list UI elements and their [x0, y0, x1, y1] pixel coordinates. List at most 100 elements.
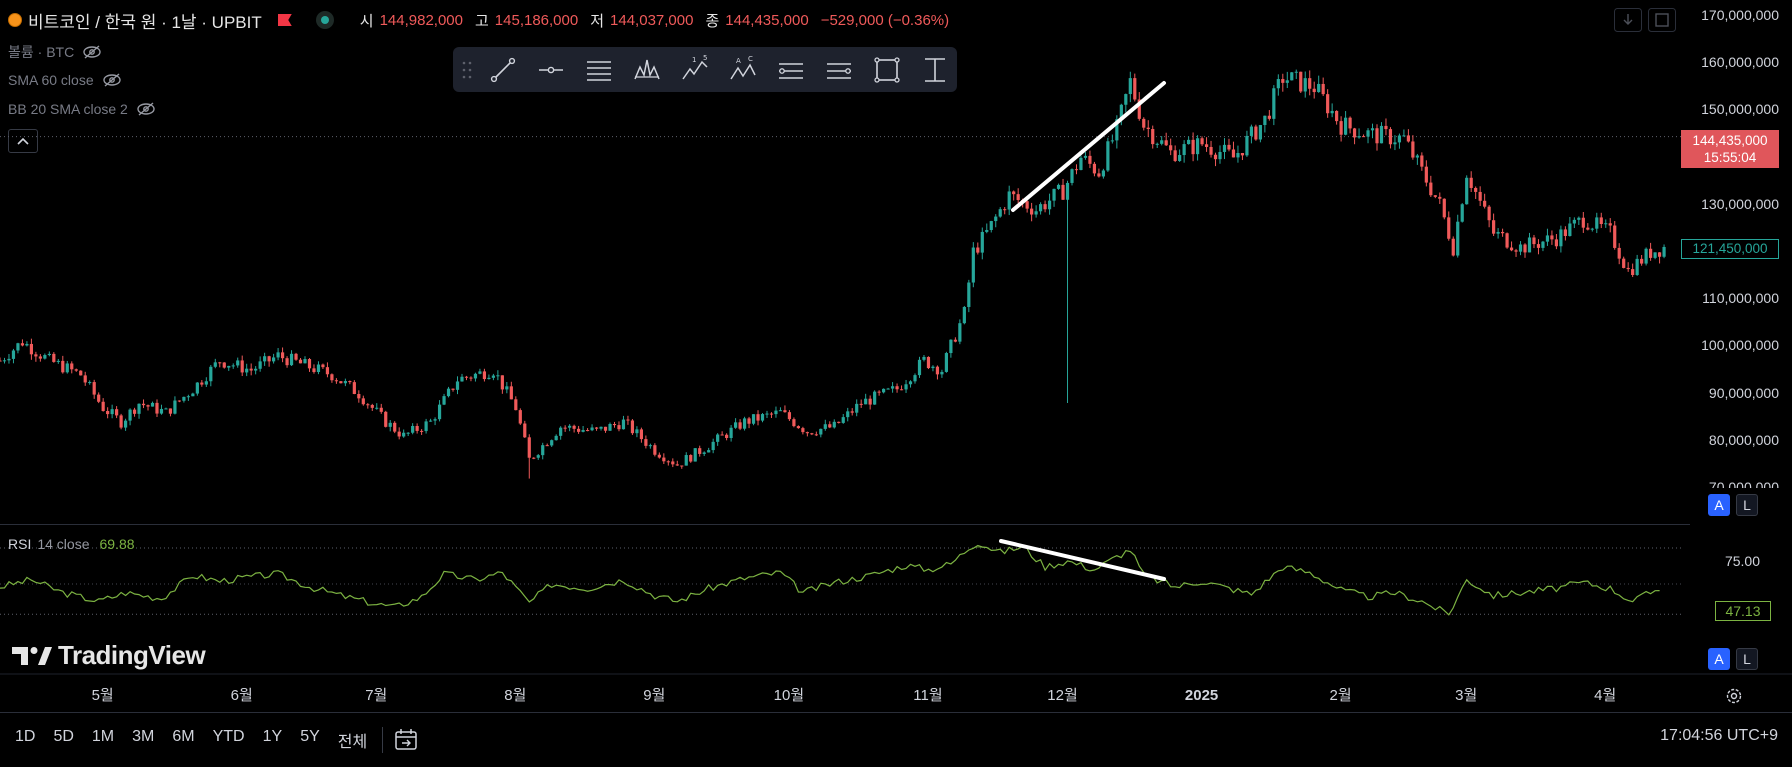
candle: [1218, 145, 1222, 164]
candle: [1164, 132, 1168, 146]
candle: [931, 365, 935, 372]
range-button-5y[interactable]: 5Y: [300, 728, 320, 745]
candle: [0, 357, 2, 362]
candle: [61, 355, 65, 374]
candle: [1303, 71, 1307, 98]
candle: [1361, 134, 1366, 138]
legend-bb[interactable]: BB 20 SMA close 2: [8, 101, 156, 117]
price-chart[interactable]: 5월 6월 7월 8월 9월 10월 11월 12월 2025 2월 3월 4월: [0, 0, 1792, 712]
gear-icon[interactable]: [1724, 686, 1744, 706]
range-button-1d[interactable]: 1D: [15, 728, 36, 745]
candle: [482, 368, 487, 382]
candle: [191, 392, 195, 397]
candle: [236, 357, 240, 368]
rsi-auto-scale-button[interactable]: A: [1708, 648, 1730, 670]
log-scale-button[interactable]: L: [1736, 494, 1758, 516]
symbol-title[interactable]: 비트코인 / 한국 원 · 1날 · UPBIT: [28, 12, 262, 32]
candle: [1532, 234, 1536, 249]
hidden-eye-icon[interactable]: [136, 102, 156, 116]
date-range-icon[interactable]: [393, 727, 419, 753]
download-icon[interactable]: [1614, 8, 1642, 32]
candle: [168, 408, 173, 417]
collapse-legend-button[interactable]: [8, 129, 38, 153]
candle: [375, 403, 379, 410]
candle: [1411, 135, 1415, 160]
tradingview-logo[interactable]: TradingView: [12, 640, 206, 671]
candle: [518, 408, 522, 425]
candle: [276, 348, 280, 361]
fib-retracement-tool[interactable]: [581, 52, 617, 88]
rectangle-tool[interactable]: [869, 52, 905, 88]
candle: [330, 373, 334, 383]
candle: [379, 403, 383, 414]
candle: [1299, 71, 1303, 93]
candle: [837, 421, 841, 424]
auto-scale-button[interactable]: A: [1708, 494, 1730, 516]
candle: [384, 410, 388, 428]
horizontal-ray-tool[interactable]: [533, 52, 569, 88]
long-position-tool[interactable]: [773, 52, 809, 88]
candle: [97, 392, 101, 404]
candle: [388, 420, 392, 432]
candle: [841, 413, 845, 424]
hidden-eye-icon[interactable]: [82, 45, 102, 59]
pane-separator[interactable]: [0, 524, 1690, 525]
candle: [1276, 74, 1280, 96]
rsi-trend-line[interactable]: [999, 539, 1166, 581]
range-button-6m[interactable]: 6M: [172, 728, 195, 745]
candle: [917, 356, 922, 378]
candle: [182, 396, 186, 403]
candle: [1267, 110, 1271, 121]
candle: [455, 376, 460, 395]
trend-line-tool[interactable]: [485, 52, 521, 88]
candle: [137, 403, 141, 419]
price-trend-line[interactable]: [1011, 81, 1166, 212]
price-axis[interactable]: 170,000,000160,000,000150,000,000140,000…: [1690, 0, 1792, 524]
price-range-tool[interactable]: [917, 52, 953, 88]
candle: [25, 341, 29, 347]
legend-sma[interactable]: SMA 60 close: [8, 72, 122, 88]
candle: [402, 429, 406, 438]
range-button-전체[interactable]: 전체: [337, 734, 368, 751]
pattern-tool[interactable]: [629, 52, 665, 88]
time-axis[interactable]: 5월 6월 7월 8월 9월 10월 11월 12월 2025 2월 3월 4월: [0, 673, 1792, 704]
candle: [1653, 252, 1657, 260]
candle: [877, 390, 881, 396]
legend-volume[interactable]: 볼륨 · BTC: [8, 42, 102, 62]
price-axis-label: 170,000,000: [1701, 7, 1779, 23]
hidden-eye-icon[interactable]: [102, 73, 122, 87]
close-label: 종: [705, 12, 720, 30]
range-button-ytd[interactable]: YTD: [212, 728, 245, 745]
candle: [1222, 138, 1227, 160]
drag-handle-icon[interactable]: [461, 59, 473, 81]
flag-icon[interactable]: [277, 14, 292, 26]
fullscreen-icon[interactable]: [1648, 8, 1676, 32]
candle: [1429, 175, 1433, 198]
range-button-1m[interactable]: 1M: [91, 728, 115, 745]
forecast-tool[interactable]: [821, 52, 857, 88]
candle: [74, 368, 78, 372]
drawings-layer: [1011, 81, 1166, 212]
rsi-value: 69.88: [99, 536, 135, 552]
candle: [751, 414, 756, 426]
clock-timezone[interactable]: 17:04:56 UTC+9: [1660, 727, 1778, 744]
candle: [1509, 241, 1514, 252]
candle: [899, 385, 904, 391]
candle: [43, 353, 47, 360]
candle: [83, 371, 87, 386]
candle: [307, 358, 312, 372]
price-range-icon: [925, 57, 945, 82]
range-button-5d[interactable]: 5D: [53, 728, 74, 745]
market-status-icon[interactable]: [315, 11, 334, 29]
rsi-log-scale-button[interactable]: L: [1736, 648, 1758, 670]
range-button-3m[interactable]: 3M: [132, 728, 155, 745]
rsi-legend[interactable]: RSI 14 close 69.88: [8, 536, 135, 552]
candle: [312, 364, 316, 374]
candle: [294, 352, 298, 361]
range-button-1y[interactable]: 1Y: [262, 728, 283, 745]
